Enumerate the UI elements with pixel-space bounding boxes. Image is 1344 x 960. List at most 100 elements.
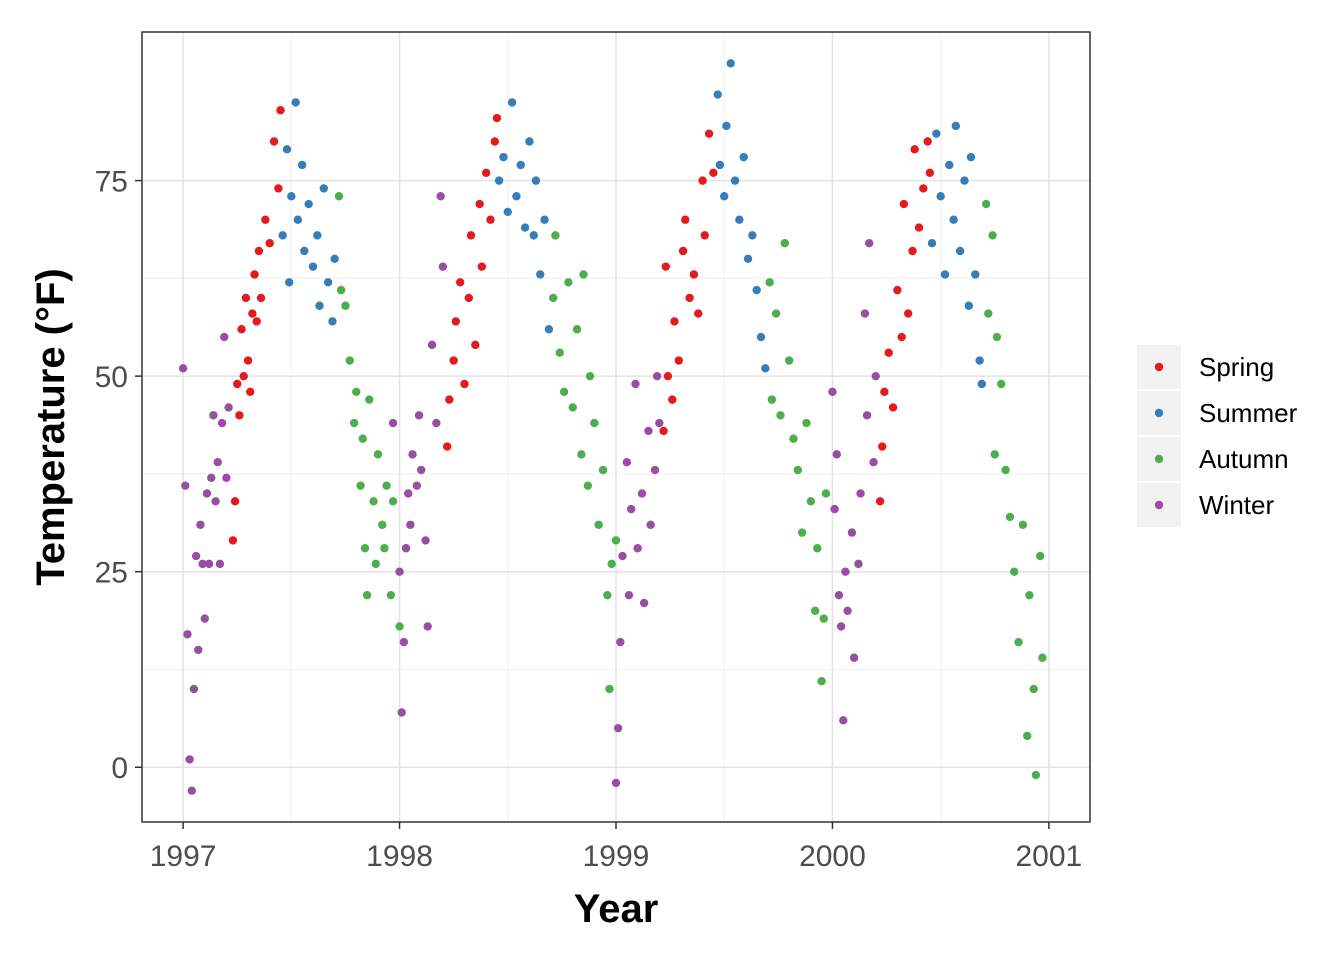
point-summer [323, 278, 333, 287]
point-spring [893, 285, 902, 295]
point-winter [194, 645, 203, 655]
point-summer [293, 215, 303, 224]
point-summer [282, 145, 292, 154]
point-autumn [767, 395, 777, 404]
point-autumn [1010, 567, 1019, 576]
point-summer [720, 192, 729, 201]
point-autumn [813, 544, 822, 553]
point-winter [830, 504, 839, 514]
point-summer [977, 379, 986, 389]
point-autumn [1031, 770, 1041, 780]
point-autumn [371, 559, 380, 569]
point-summer [300, 246, 309, 256]
point-spring [685, 293, 694, 303]
point-autumn [559, 387, 569, 397]
point-autumn [365, 395, 374, 404]
point-summer [936, 192, 945, 201]
point-autumn [992, 332, 1002, 342]
point-autumn [780, 238, 790, 248]
point-spring [471, 340, 480, 350]
point-winter [404, 489, 413, 498]
point-spring [884, 348, 893, 357]
point-autumn [590, 418, 599, 428]
point-winter [633, 544, 642, 553]
legend-label: Summer [1199, 398, 1298, 428]
point-winter [412, 481, 422, 490]
point-summer [955, 246, 965, 256]
point-spring [668, 395, 677, 404]
point-winter [637, 489, 647, 498]
point-spring [445, 395, 454, 404]
point-autumn [1023, 731, 1032, 741]
point-spring [880, 387, 889, 397]
point-spring [252, 317, 261, 326]
point-autumn [1018, 520, 1028, 529]
point-spring [228, 536, 238, 545]
point-summer [308, 262, 318, 271]
point-winter [204, 559, 214, 569]
point-winter [224, 403, 233, 412]
point-winter [860, 309, 870, 318]
point-winter [395, 567, 404, 576]
point-summer [743, 254, 753, 264]
point-winter [189, 684, 199, 694]
point-spring [910, 145, 919, 154]
x-tick-label: 2001 [1016, 840, 1083, 873]
point-spring [689, 270, 699, 279]
point-autumn [1014, 637, 1023, 647]
point-summer [507, 98, 517, 107]
point-summer [756, 332, 766, 342]
point-autumn [797, 528, 807, 537]
point-summer [544, 325, 554, 334]
point-summer [499, 152, 508, 162]
point-winter [646, 520, 655, 529]
legend-marker-spring [1154, 362, 1164, 372]
point-winter [438, 262, 448, 271]
point-autumn [356, 481, 365, 490]
point-summer [971, 270, 980, 279]
point-winter [185, 755, 194, 764]
point-autumn [583, 481, 593, 490]
point-spring [254, 246, 264, 256]
point-winter [417, 465, 426, 475]
point-winter [865, 238, 874, 248]
point-spring [274, 184, 283, 193]
point-summer [945, 160, 954, 170]
y-tick-label: 75 [95, 166, 128, 199]
point-summer [960, 176, 969, 185]
point-summer [278, 231, 287, 240]
point-autumn [1029, 684, 1038, 694]
point-winter [854, 559, 863, 569]
point-spring [925, 168, 935, 177]
point-summer [529, 231, 538, 240]
point-spring [246, 387, 255, 397]
point-spring [661, 262, 670, 271]
point-winter [200, 614, 209, 623]
point-spring [659, 426, 668, 436]
x-tick-label: 1999 [583, 840, 650, 873]
point-summer [319, 184, 329, 193]
point-autumn [388, 497, 398, 506]
point-autumn [334, 192, 344, 201]
point-winter [427, 340, 437, 350]
point-winter [207, 473, 216, 483]
point-autumn [793, 465, 803, 475]
point-autumn [607, 559, 616, 569]
point-autumn [378, 520, 387, 529]
legend-marker-summer [1154, 408, 1164, 418]
point-spring [919, 184, 928, 193]
point-autumn [345, 356, 354, 365]
point-winter [834, 590, 844, 600]
point-summer [330, 254, 339, 264]
point-summer [512, 192, 521, 201]
point-summer [964, 301, 973, 310]
point-autumn [990, 450, 999, 459]
point-summer [516, 160, 525, 170]
point-spring [269, 137, 279, 146]
point-winter [397, 708, 406, 717]
point-summer [927, 238, 937, 248]
point-summer [713, 90, 722, 99]
point-autumn [988, 231, 997, 240]
point-autumn [386, 590, 396, 600]
